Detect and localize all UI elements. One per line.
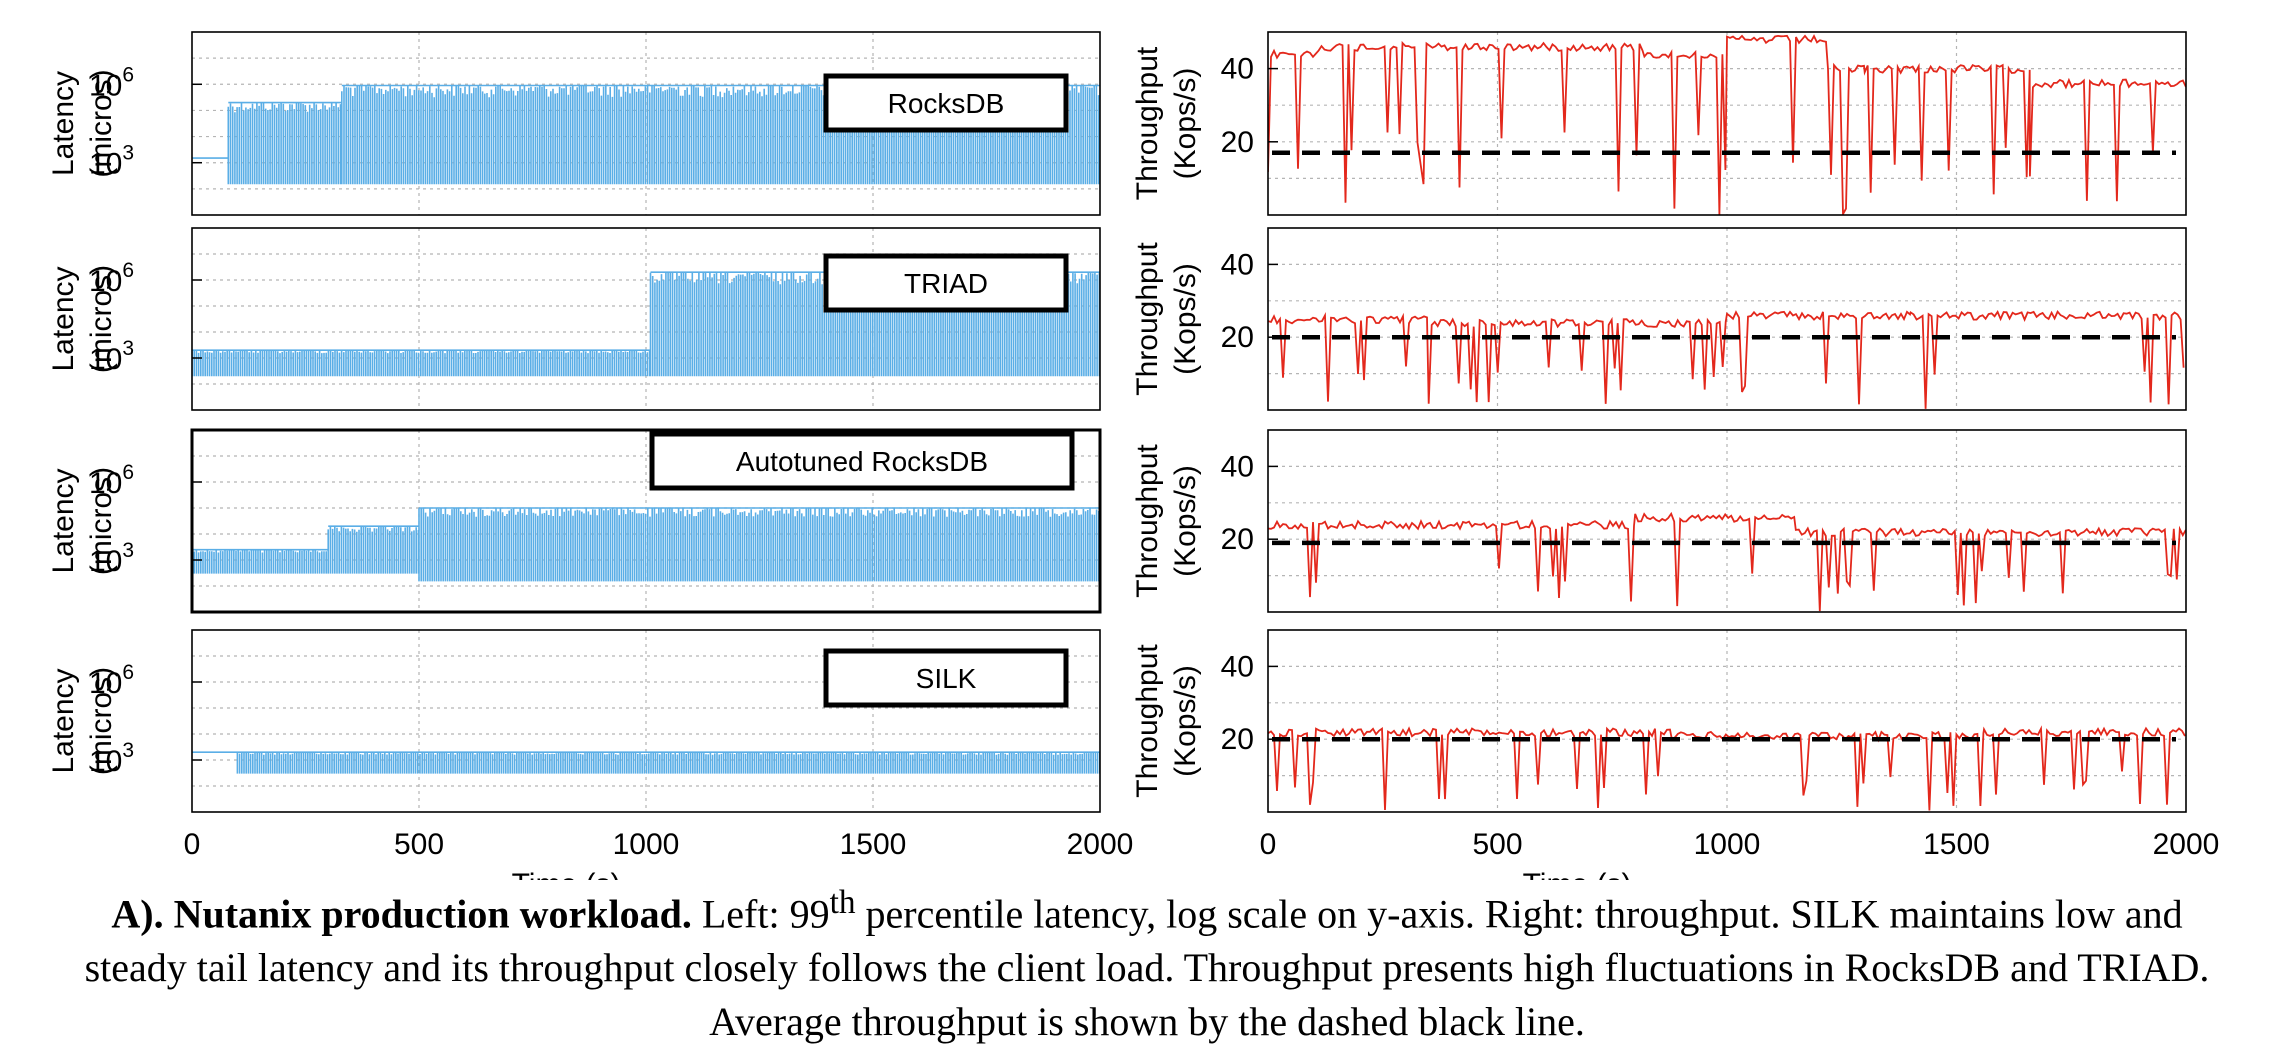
latency-ylabel: Latency (47, 668, 80, 773)
throughput-series-rocksdb (1268, 34, 2186, 215)
throughput-frame-autotuned-rocksdb (1267, 429, 2187, 613)
legend-box-rocksdb (823, 73, 1069, 133)
legend-box-autotuned-rocksdb (649, 431, 1075, 491)
figure-caption: A). Nutanix production workload. Left: 9… (60, 876, 2234, 1049)
throughput-xtick-label: 2000 (2153, 828, 2220, 861)
throughput-ytick-label: 20 (1221, 723, 1254, 756)
throughput-series-triad (1268, 310, 2185, 409)
latency-ytick-label: 103 (89, 739, 134, 778)
latency-ytick-label: 106 (89, 461, 134, 500)
latency-xtick-label: 0 (184, 828, 201, 861)
throughput-xtick-label: 0 (1260, 828, 1277, 861)
latency-ytick-label: 106 (89, 661, 134, 700)
latency-ytick-label: 103 (89, 337, 134, 376)
latency-ytick-exponent: 3 (122, 539, 134, 562)
latency-xlabel: Time (s) (512, 868, 621, 880)
latency-series-rocksdb (192, 84, 1100, 185)
throughput-ylabel: (Kops/s) (1169, 465, 1202, 577)
throughput-ytick-label: 40 (1221, 248, 1254, 281)
throughput-panel-rocksdb: 20 40 Throughput (Kops/s) (1131, 31, 2187, 216)
throughput-ylabel: Throughput (1131, 644, 1164, 798)
latency-ytick-exponent: 6 (122, 461, 134, 484)
throughput-ylabel: (Kops/s) (1169, 68, 1202, 180)
throughput-xtick-label: 500 (1472, 828, 1522, 861)
latency-frame-triad (191, 227, 1101, 411)
caption-title: A). Nutanix production workload. (111, 891, 692, 937)
latency-ylabel: (micros) (85, 265, 118, 373)
latency-ylabel: Latency (47, 71, 80, 176)
legend-label-autotuned-rocksdb: Autotuned RocksDB (736, 446, 988, 477)
latency-ytick-base: 10 (89, 667, 122, 700)
latency-ylabel: Latency (47, 468, 80, 573)
latency-ytick-exponent: 6 (122, 63, 134, 86)
throughput-panel-silk: 20 40 Throughput (Kops/s) (1131, 629, 2187, 813)
latency-ytick-label: 103 (89, 539, 134, 578)
latency-ylabel: (micros) (85, 69, 118, 177)
throughput-ylabel: (Kops/s) (1169, 665, 1202, 777)
latency-ylabel: (micros) (85, 667, 118, 775)
latency-ytick-base: 10 (89, 148, 122, 181)
throughput-ytick-label: 20 (1221, 321, 1254, 354)
throughput-xtick-label: 1000 (1694, 828, 1761, 861)
legend-label-silk: SILK (916, 663, 977, 694)
throughput-panel-autotuned-rocksdb: 20 40 Throughput (Kops/s) (1131, 429, 2187, 613)
throughput-xtick-label: 1500 (1923, 828, 1990, 861)
latency-ytick-exponent: 6 (122, 259, 134, 282)
latency-xtick-label: 1000 (613, 828, 680, 861)
throughput-xlabel: Time (s) (1523, 868, 1632, 880)
latency-ylabel: (micros) (85, 467, 118, 575)
latency-ytick-label: 106 (89, 63, 134, 102)
throughput-ytick-label: 20 (1221, 126, 1254, 159)
throughput-frame-silk (1267, 629, 2187, 813)
latency-frame-autotuned-rocksdb (190, 428, 1102, 614)
latency-frame-rocksdb (191, 31, 1101, 216)
throughput-series-autotuned-rocksdb (1268, 511, 2186, 612)
latency-xtick-label: 2000 (1067, 828, 1134, 861)
latency-ytick-base: 10 (89, 343, 122, 376)
throughput-panel-triad: 20 40 Throughput (Kops/s) (1131, 227, 2187, 411)
throughput-ylabel: Throughput (1131, 444, 1164, 598)
caption-lead: Left: 99 (691, 891, 830, 937)
throughput-ylabel: (Kops/s) (1169, 263, 1202, 375)
latency-ytick-label: 106 (89, 259, 134, 298)
latency-ytick-exponent: 3 (122, 142, 134, 165)
legend-box-silk (823, 648, 1069, 708)
latency-ytick-base: 10 (89, 265, 122, 298)
throughput-ylabel: Throughput (1131, 46, 1164, 200)
throughput-ytick-label: 20 (1221, 523, 1254, 556)
throughput-ytick-label: 40 (1221, 650, 1254, 683)
latency-xtick-label: 500 (394, 828, 444, 861)
latency-frame-silk (191, 629, 1101, 813)
legend-label-rocksdb: RocksDB (888, 88, 1005, 119)
caption-superscript: th (829, 884, 856, 921)
throughput-ytick-label: 40 (1221, 53, 1254, 86)
latency-ylabel: Latency (47, 266, 80, 371)
throughput-frame-triad (1267, 227, 2187, 411)
throughput-frame-rocksdb (1267, 31, 2187, 216)
latency-series-triad (192, 271, 1100, 377)
throughput-ytick-label: 40 (1221, 450, 1254, 483)
latency-ytick-exponent: 6 (122, 661, 134, 684)
latency-ytick-base: 10 (89, 745, 122, 778)
throughput-ylabel: Throughput (1131, 242, 1164, 396)
latency-ytick-label: 103 (89, 142, 134, 181)
latency-ytick-base: 10 (89, 69, 122, 102)
latency-ytick-base: 10 (89, 467, 122, 500)
latency-ytick-exponent: 3 (122, 739, 134, 762)
legend-label-triad: TRIAD (904, 268, 988, 299)
latency-series-silk (192, 751, 1100, 774)
caption-body: percentile latency, log scale on y-axis.… (84, 891, 2210, 1045)
latency-xtick-label: 1500 (840, 828, 907, 861)
throughput-series-silk (1268, 725, 2186, 811)
latency-series-autotuned-rocksdb (192, 507, 1100, 582)
legend-box-triad (823, 253, 1069, 313)
latency-ytick-exponent: 3 (122, 337, 134, 360)
latency-ytick-base: 10 (89, 545, 122, 578)
